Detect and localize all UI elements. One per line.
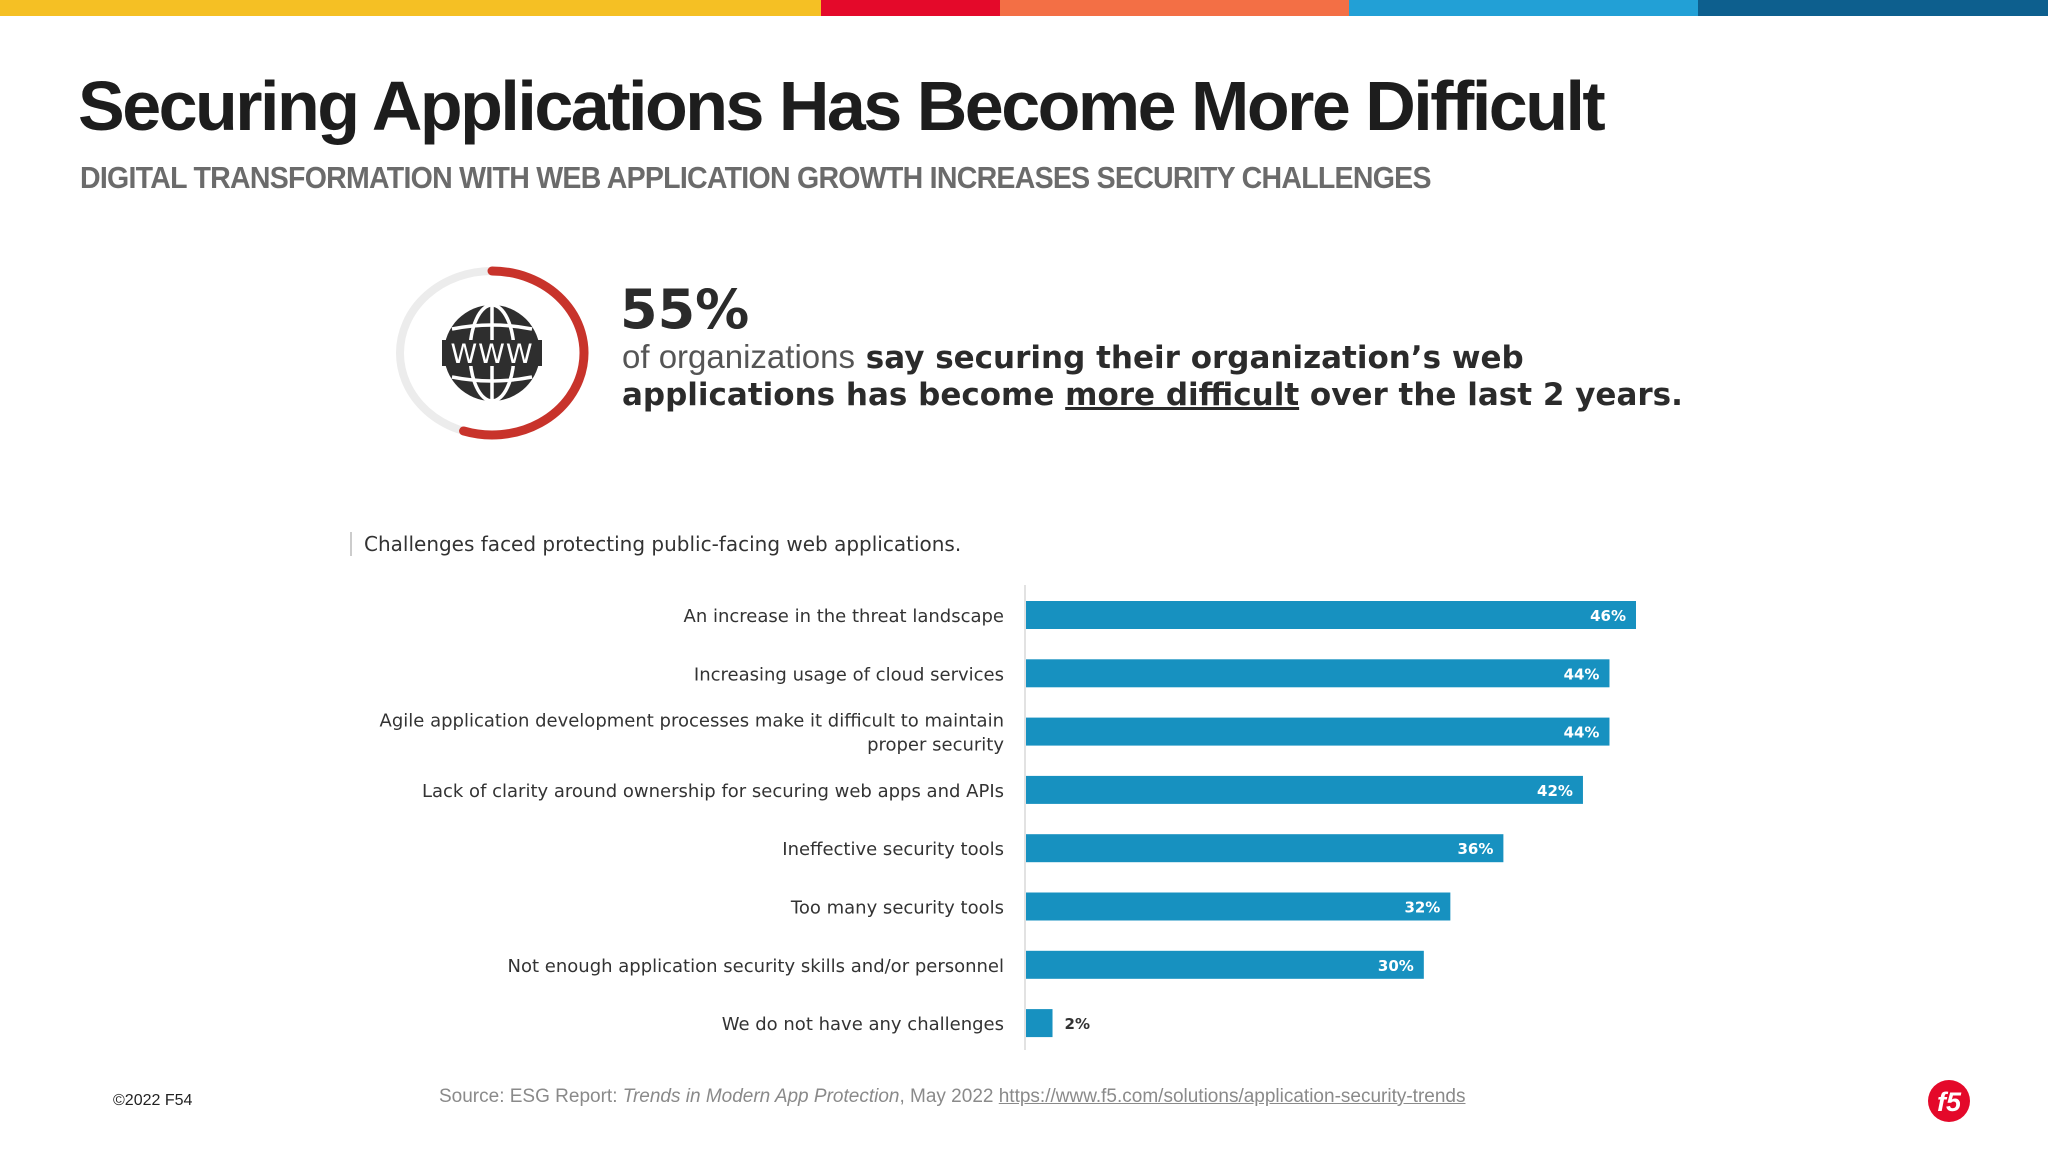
- svg-text:f5: f5: [1937, 1087, 1962, 1117]
- bar-value-label-5: 36%: [1457, 840, 1493, 858]
- bar-value-label-3: 44%: [1564, 724, 1600, 742]
- stat-text-light: of organizations: [622, 338, 855, 375]
- bar-2: [1026, 659, 1610, 688]
- category-label-3-line-1: Agile application development processes …: [380, 711, 1004, 732]
- bar-value-label-7: 30%: [1378, 957, 1414, 975]
- page-title: Securing Applications Has Become More Di…: [78, 67, 1606, 145]
- source-link[interactable]: https://www.f5.com/solutions/application…: [998, 1086, 1466, 1107]
- bar-7: [1026, 950, 1424, 979]
- top-bar-orange: [1000, 0, 1349, 16]
- bar-value-label-6: 32%: [1404, 899, 1440, 917]
- bar-value-label-1: 46%: [1590, 607, 1626, 625]
- stat-text-line-2: applications has become more difficult o…: [622, 377, 1683, 413]
- bar-value-label-2: 44%: [1564, 665, 1600, 683]
- top-bar-dark-blue: [1698, 0, 2048, 16]
- footer-copyright: ©2022 F54: [113, 1092, 192, 1110]
- top-bar-yellow: [0, 0, 821, 16]
- stat-text-post: over the last 2 years.: [1299, 377, 1683, 413]
- category-label-7: Not enough application security skills a…: [508, 956, 1004, 977]
- stat-value: 55%: [620, 278, 750, 341]
- top-bar-light-blue: [1349, 0, 1698, 16]
- page-subtitle: DIGITAL TRANSFORMATION WITH WEB APPLICAT…: [80, 160, 1431, 195]
- top-bar-red: [821, 0, 1000, 16]
- ring-progress-arc: [459, 266, 589, 440]
- bar-value-label-8: 2%: [1065, 1015, 1090, 1033]
- f5-logo-icon: f5: [1928, 1080, 1970, 1122]
- stat-text-underlined: more difficult: [1065, 377, 1300, 413]
- source-prefix: Source: ESG Report:: [439, 1086, 623, 1107]
- category-label-6: Too many security tools: [790, 898, 1004, 919]
- source-date: , May 2022: [899, 1086, 999, 1107]
- svg-text:WWW: WWW: [450, 339, 533, 370]
- bar-value-label-4: 42%: [1537, 782, 1573, 800]
- category-label-3-line-2: proper security: [867, 735, 1004, 756]
- source-citation: Source: ESG Report: Trends in Modern App…: [439, 1086, 1466, 1108]
- bar-8: [1026, 1009, 1053, 1038]
- copyright-text: ©2022 F5: [113, 1092, 184, 1109]
- category-label-1: An increase in the threat landscape: [684, 606, 1004, 627]
- category-label-8: We do not have any challenges: [722, 1014, 1004, 1035]
- stat-text-bold: say securing their organization’s web: [854, 340, 1524, 376]
- www-globe-icon: WWW: [442, 303, 542, 403]
- bar-3: [1026, 717, 1610, 746]
- category-label-2: Increasing usage of cloud services: [694, 664, 1004, 685]
- bar-5: [1026, 834, 1504, 863]
- stat-text-pre: applications has become: [622, 377, 1066, 413]
- stat-ring: WWW: [396, 266, 589, 440]
- page-number: 4: [183, 1092, 193, 1109]
- category-label-5: Ineffective security tools: [782, 839, 1004, 860]
- bar-6: [1026, 892, 1451, 921]
- chart-title: Challenges faced protecting public-facin…: [350, 532, 961, 556]
- stat-text-line-1: of organizations say securing their orga…: [622, 338, 1524, 376]
- bar-1: [1026, 601, 1636, 629]
- top-color-bar: [0, 0, 2048, 16]
- bar-4: [1026, 775, 1583, 804]
- category-label-4: Lack of clarity around ownership for sec…: [422, 781, 1004, 802]
- source-report-title: Trends in Modern App Protection: [622, 1086, 900, 1107]
